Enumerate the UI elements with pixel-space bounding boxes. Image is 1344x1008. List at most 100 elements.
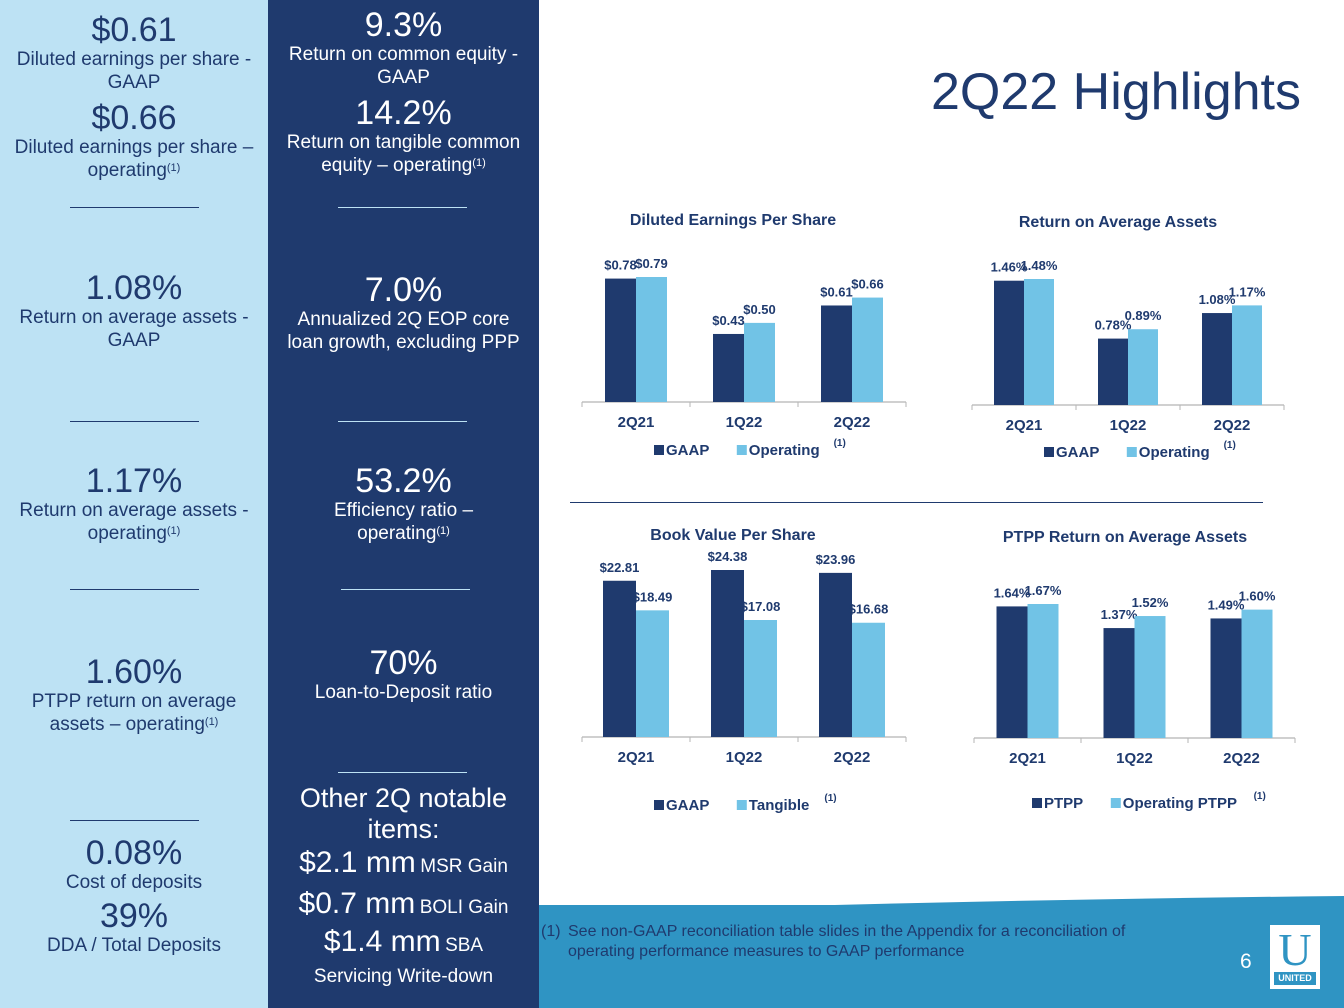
data-label: $0.61 — [820, 284, 853, 299]
divider — [338, 772, 467, 773]
legend-swatch — [654, 445, 664, 455]
chart-book-value-per-share: Book Value Per Share $22.81 $18.49 2Q21 $24.… — [578, 520, 908, 820]
metric-ptpp-roaa-operating: 1.60% PTPP return on average assets – op… — [0, 654, 268, 736]
metric-label: Diluted earnings per share – operating — [14, 137, 254, 181]
legend-swatch — [1032, 798, 1042, 808]
bar-gaap — [821, 305, 852, 402]
metric-efficiency-ratio: 53.2% Efficiency ratio – operating(1) — [268, 463, 539, 545]
chart-title: PTPP Return on Average Assets — [1003, 529, 1247, 546]
metric-label: PTPP return on average assets – operatin… — [31, 691, 237, 735]
bar-tangible — [744, 620, 777, 737]
metric-label: Diluted earnings per share - GAAP — [16, 49, 252, 93]
data-label: 0.89% — [1125, 308, 1162, 323]
data-label: 0.78% — [1095, 318, 1132, 333]
footnote-marker: (1) — [436, 525, 450, 537]
notable-amount: $1.4 mm — [323, 925, 441, 958]
legend-swatch — [1044, 447, 1054, 457]
chart-return-on-average-assets: Return on Average Assets 1.46% 1.48% 2Q21 0.… — [968, 207, 1288, 477]
chart-title: Diluted Earnings Per Share — [630, 212, 836, 229]
bar-operating — [852, 297, 883, 402]
legend-swatch — [1126, 447, 1137, 457]
bar-operating-ptpp — [1134, 616, 1166, 738]
chart-row-divider — [570, 502, 1263, 503]
legend-footnote: (1) — [1224, 440, 1236, 451]
metric-cost-of-deposits: 0.08% Cost of deposits — [0, 835, 268, 894]
data-label: 1.37% — [1101, 607, 1138, 622]
x-tick-label: 2Q21 — [1006, 417, 1043, 434]
x-tick-label: 2Q22 — [834, 414, 871, 431]
chart-diluted-eps: Diluted Earnings Per Share $0.78 $0.79 2Q21… — [578, 205, 908, 475]
chart-svg: Diluted Earnings Per Share $0.78$0.79 2Q21… — [581, 212, 907, 459]
data-label: 1.64% — [994, 585, 1031, 600]
bar-ptpp — [996, 606, 1028, 738]
x-tick-label: 2Q21 — [618, 749, 655, 766]
metric-label: Cost of deposits — [65, 872, 203, 893]
united-logo: U UNITED — [1270, 925, 1320, 989]
footnote-marker: (1) — [166, 162, 181, 174]
middle-metrics-panel: 9.3% Return on common equity - GAAP 14.2… — [268, 0, 539, 1008]
divider — [70, 207, 199, 208]
chart-ptpp-return-on-average-assets: PTPP Return on Average Assets 1.64% 1.67% 2… — [970, 522, 1300, 822]
data-label: $0.43 — [712, 313, 745, 328]
x-tick-label: 2Q22 — [834, 749, 871, 766]
metric-label: Return on average assets - GAAP — [19, 307, 249, 351]
bar-ptpp — [1103, 628, 1135, 738]
notable-item: $0.7 mm BOLI Gain — [268, 886, 539, 927]
chart-svg: PTPP Return on Average Assets 1.64%1.67% 2… — [973, 529, 1296, 812]
bar-gaap — [994, 280, 1024, 405]
metric-roaa-operating: 1.17% Return on average assets - operati… — [0, 463, 268, 545]
divider — [338, 421, 467, 422]
bar-operating — [744, 322, 775, 402]
metric-label: Loan-to-Deposit ratio — [314, 682, 493, 703]
divider — [70, 421, 199, 422]
data-label: $16.68 — [849, 602, 889, 617]
metric-diluted-eps-gaap: $0.61 Diluted earnings per share - GAAP — [0, 12, 268, 94]
chart-svg: Return on Average Assets 1.46%1.48% 2Q21 0.… — [971, 214, 1285, 461]
metric-diluted-eps-operating: $0.66 Diluted earnings per share – opera… — [0, 100, 268, 182]
legend-label: PTPP — [1044, 795, 1083, 812]
notable-description: SBA Servicing Write-down — [313, 935, 494, 987]
data-label: $24.38 — [708, 549, 748, 564]
footnote: (1) See non-GAAP reconciliation table sl… — [541, 922, 1181, 962]
logo-letter: U — [1278, 924, 1312, 975]
logo-wordmark: UNITED — [1274, 972, 1316, 985]
footer-band — [539, 905, 1344, 1008]
legend-label: Operating — [1139, 444, 1210, 461]
bar-gaap — [1098, 338, 1128, 405]
bar-operating — [636, 277, 667, 402]
metric-value: 0.08% — [85, 834, 183, 872]
data-label: $22.81 — [600, 560, 640, 575]
notable-amount: $0.7 mm — [298, 887, 416, 920]
x-tick-label: 2Q22 — [1223, 750, 1260, 767]
legend-label: GAAP — [1056, 444, 1099, 461]
data-label: 1.49% — [1208, 597, 1245, 612]
metric-label: Return on common equity - GAAP — [288, 44, 519, 88]
footnote-marker: (1) — [541, 923, 561, 940]
data-label: $0.78 — [604, 258, 637, 273]
data-label: 1.17% — [1229, 284, 1266, 299]
chart-svg: Book Value Per Share $22.81 $18.49 2Q21 $24.… — [581, 527, 907, 814]
metric-value: 53.2% — [355, 462, 452, 500]
metric-value: 14.2% — [355, 94, 452, 132]
legend-footnote: (1) — [1254, 791, 1266, 802]
data-label: $23.96 — [816, 552, 856, 567]
data-label: $0.79 — [635, 256, 668, 271]
metric-value: 1.17% — [85, 462, 183, 500]
x-tick-label: 2Q22 — [1214, 417, 1251, 434]
bar-gaap — [713, 333, 744, 402]
legend-footnote: (1) — [824, 793, 836, 804]
bar-gaap — [1202, 313, 1232, 405]
bar-operating — [1232, 305, 1262, 405]
divider — [341, 589, 470, 590]
metric-value: 7.0% — [364, 271, 443, 309]
page-number: 6 — [1240, 950, 1252, 973]
metric-dda-total-deposits: 39% DDA / Total Deposits — [0, 898, 268, 957]
data-label: $0.50 — [743, 302, 776, 317]
notable-heading: Other 2Q notable items: — [299, 783, 508, 844]
data-label: $0.66 — [851, 277, 884, 292]
bar-gaap — [711, 570, 744, 737]
footnote-marker: (1) — [204, 716, 219, 728]
x-tick-label: 2Q21 — [618, 414, 655, 431]
metric-value: 9.3% — [364, 6, 443, 44]
footnote-marker: (1) — [472, 157, 486, 169]
